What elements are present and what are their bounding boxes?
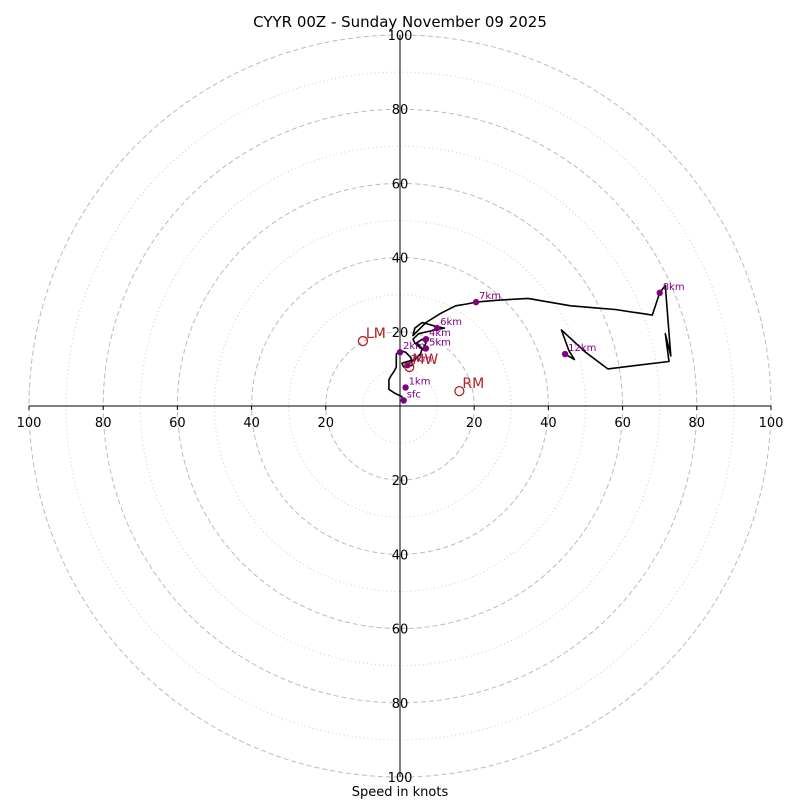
x-tick-label: 100 [759,416,784,431]
y-tick-label: 100 [388,771,413,786]
x-tick-label: 20 [466,416,483,431]
y-tick-label: 80 [392,103,409,118]
x-tick-label: 20 [318,416,335,431]
height-marker-label: 5km [429,337,451,348]
y-tick-label: 40 [392,252,409,267]
tick-labels: 100 100 80 80 60 60 40 40 20 20 20 20 40 40 60 60 80 80 10… [17,29,784,786]
y-tick-label: 20 [392,474,409,489]
storm-motion-point [454,386,465,397]
storm-motion-markers: LM RM MW [357,326,484,397]
y-tick-label: 60 [392,177,409,192]
storm-motion-label: RM [462,376,484,392]
y-tick-label: 60 [392,623,409,638]
height-marker-label: 12km [568,343,596,354]
height-marker-point [422,336,430,343]
height-marker-label: 8km [663,282,685,293]
height-marker-label: 4km [429,328,451,339]
x-tick-label: 60 [614,416,631,431]
height-marker-label: 7km [479,291,501,302]
height-marker-point [400,397,407,404]
height-marker-label: 2km [403,341,425,352]
x-tick-label: 40 [540,416,557,431]
height-marker-label: 3km [410,354,432,365]
height-marker-point [396,349,404,356]
storm-motion-label: LM [366,326,386,342]
x-tick-label: 60 [169,416,186,431]
height-marker-point [433,324,441,332]
height-marker-point [422,345,430,352]
storm-motion-point [404,361,415,373]
height-marker-point [561,350,569,358]
height-marker-label: sfc [407,389,421,400]
height-marker-point [402,384,409,391]
y-tick-label: 40 [392,548,409,563]
y-tick-label: 100 [388,29,413,44]
axes [29,35,771,777]
x-tick-label: 80 [689,416,706,431]
height-marker-point [656,289,663,297]
height-marker-label: 6km [440,317,462,328]
height-marker-point [472,298,480,306]
y-tick-label: 80 [392,697,409,712]
chart-title: CYYR 00Z - Sunday November 09 2025 [253,13,547,31]
x-axis-label: Speed in knots [352,785,449,800]
y-tick-label: 20 [392,326,409,341]
x-tick-label: 40 [243,416,260,431]
x-tick-label: 100 [17,416,42,431]
x-tick-label: 80 [95,416,112,431]
storm-motion-label: MW [412,352,438,368]
height-marker-label: 1km [409,376,431,387]
storm-motion-point [357,335,369,347]
